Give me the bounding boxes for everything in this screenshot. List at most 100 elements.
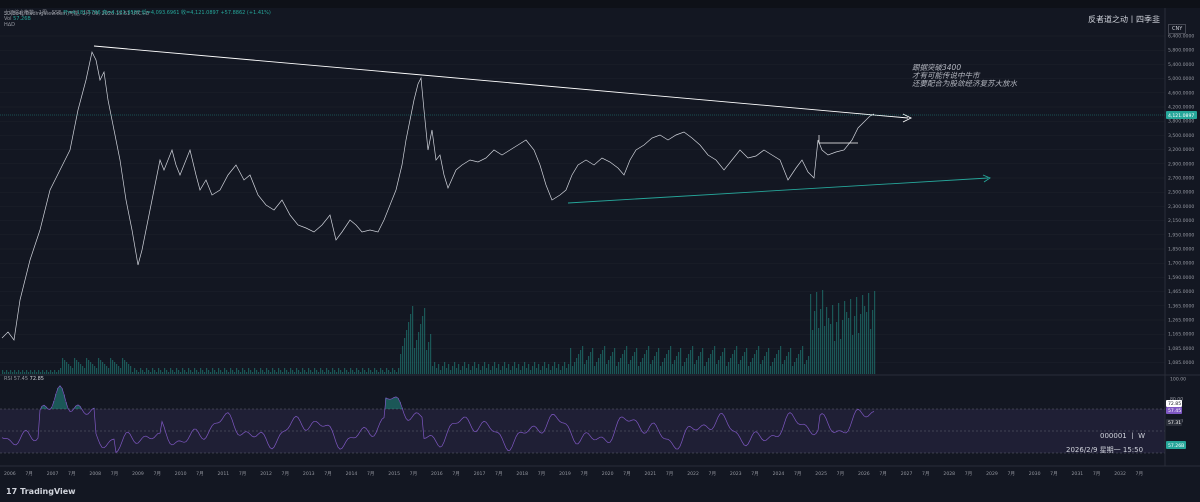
volume-bar (586, 360, 588, 374)
volume-bar (62, 358, 64, 374)
volume-bar (600, 354, 602, 374)
volume-bar (528, 364, 530, 374)
volume-bar (850, 299, 852, 374)
volume-bar (282, 372, 284, 374)
volume-bar (82, 366, 84, 374)
time-axis-label: 2029 (986, 471, 998, 477)
volume-bar (854, 316, 856, 374)
legend-title: 上证综合指数 · 1周 · SSE (4, 10, 62, 16)
volume-bar (846, 312, 848, 374)
volume-bar (676, 356, 678, 374)
rsi-series-line (1, 385, 875, 454)
volume-bar (374, 368, 376, 374)
volume-bar (728, 362, 730, 374)
trendline-upper[interactable] (93, 45, 909, 119)
price-axis-label: 2,300.0000 (1168, 204, 1194, 210)
price-axis-label: 1,085.0000 (1168, 360, 1194, 366)
volume-bar (714, 346, 716, 374)
rsi-overbought-segment (389, 399, 391, 409)
volume-bar (568, 364, 570, 374)
volume-bar (188, 368, 190, 374)
rsi-band (0, 409, 1165, 453)
volume-bar (520, 370, 522, 374)
volume-bar (132, 372, 134, 374)
volume-bar (154, 370, 156, 374)
volume-bar (286, 370, 288, 374)
volume-bar (468, 364, 470, 374)
volume-bar (736, 346, 738, 374)
volume-bar (342, 372, 344, 374)
volume-bar (616, 366, 618, 374)
volume-bar (784, 360, 786, 374)
volume-bar (322, 370, 324, 374)
volume-bar (492, 366, 494, 374)
chart-annotation[interactable]: 跟据突破3400 才有可能传说中牛市 还要配合为股敛经济复苏大放水 (912, 64, 1017, 88)
volume-bar (268, 370, 270, 374)
volume-bar (284, 368, 286, 374)
price-axis-label: 1,265.0000 (1168, 318, 1194, 324)
volume-bar (344, 368, 346, 374)
time-axis-label: 7月 (623, 471, 631, 477)
volume-bar (250, 370, 252, 374)
volume-bar (470, 370, 472, 374)
volume-bar (434, 362, 436, 374)
svg-text:57.26B: 57.26B (1168, 443, 1184, 449)
volume-bar (602, 350, 604, 374)
time-axis-label: 2011 (218, 471, 230, 477)
volume-bar (740, 360, 742, 374)
volume-bar (108, 368, 110, 374)
volume-bar (12, 372, 14, 374)
volume-bar (550, 370, 552, 374)
volume-bar (428, 342, 430, 374)
price-axis-label: 1,850.0000 (1168, 247, 1194, 253)
volume-bar (180, 372, 182, 374)
volume-bar (360, 372, 362, 374)
volume-bar (842, 320, 844, 374)
time-axis-label: 7月 (580, 471, 588, 477)
rsi-legend[interactable]: RSI 57.45 72.85 (4, 376, 44, 382)
volume-bar (414, 348, 416, 374)
volume-bar (102, 362, 104, 374)
volume-bar (632, 356, 634, 374)
volume-bar (200, 368, 202, 374)
volume-bar (326, 368, 328, 374)
volume-bar (650, 364, 652, 374)
price-axis-label: 2,700.0000 (1168, 176, 1194, 182)
price-axis-labels[interactable]: 6,400.0000 5,800.0000 5,400.0000 5,000.0000… (1168, 34, 1194, 367)
volume-bar (512, 366, 514, 374)
volume-bar (502, 366, 504, 374)
volume-bars (2, 290, 876, 374)
rsi-low-tag: 57.31 (1166, 419, 1182, 426)
volume-bar (744, 352, 746, 374)
volume-bar (480, 370, 482, 374)
volume-bar (862, 295, 864, 374)
trendline-lower[interactable] (567, 177, 989, 204)
volume-bar (442, 366, 444, 374)
volume-bar (260, 368, 262, 374)
volume-bar (80, 364, 82, 374)
volume-bar (388, 370, 390, 374)
time-axis-label: 2021 (645, 471, 657, 477)
tradingview-logo[interactable]: 𝟭𝟳 TradingView (6, 487, 76, 496)
volume-bar (660, 366, 662, 374)
volume-bar (288, 372, 290, 374)
symbol-legend[interactable]: 上证综合指数 · 1周 · SSE 开=4,181.5796 高=4,121.9… (4, 10, 271, 28)
volume-bar (636, 348, 638, 374)
rsi-axis-label: 80.00 (1170, 397, 1183, 403)
volume-bar (686, 358, 688, 374)
currency-label[interactable]: CNY (1168, 24, 1187, 34)
volume-bar (460, 370, 462, 374)
time-axis-label: 7月 (965, 471, 973, 477)
volume-bar (56, 372, 58, 374)
price-axis-label: 3,500.0000 (1168, 133, 1194, 139)
time-axis-labels[interactable]: 2006 7月 2007 7月 2008 7月 2009 7月 2010 7月 2011 7月 2012… (4, 471, 1143, 477)
volume-bar (474, 362, 476, 374)
volume-bar (10, 370, 12, 374)
time-axis-label: 2025 (815, 471, 827, 477)
volume-bar (228, 372, 230, 374)
volume-bar (90, 362, 92, 374)
volume-bar (214, 370, 216, 374)
volume-bar (640, 362, 642, 374)
price-axis-label: 5,000.0000 (1168, 76, 1194, 82)
